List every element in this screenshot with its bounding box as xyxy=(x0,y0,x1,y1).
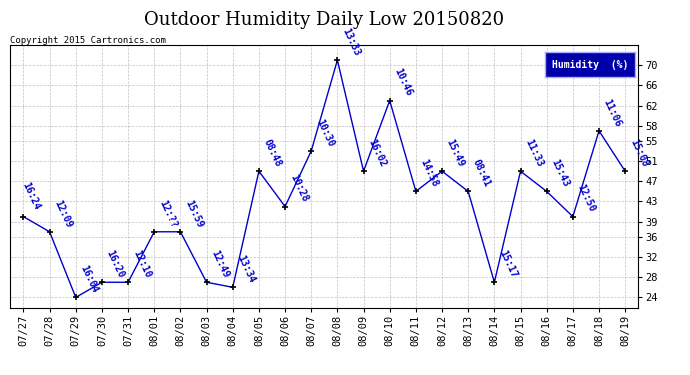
Text: 13:34: 13:34 xyxy=(235,254,257,285)
Text: Copyright 2015 Cartronics.com: Copyright 2015 Cartronics.com xyxy=(10,36,166,45)
Text: 11:33: 11:33 xyxy=(523,138,545,168)
Text: 15:59: 15:59 xyxy=(183,198,205,229)
Text: 08:48: 08:48 xyxy=(262,138,283,168)
Text: 10:46: 10:46 xyxy=(393,67,414,98)
Text: Humidity  (%): Humidity (%) xyxy=(552,60,628,70)
Text: 16:02: 16:02 xyxy=(366,138,388,168)
Text: 12:49: 12:49 xyxy=(209,249,231,279)
Text: 12:??: 12:?? xyxy=(157,198,179,229)
Text: 15:49: 15:49 xyxy=(445,138,466,168)
Text: 12:09: 12:09 xyxy=(52,198,74,229)
Text: 08:41: 08:41 xyxy=(471,158,493,189)
Text: 16:20: 16:20 xyxy=(105,249,126,279)
Text: 12:50: 12:50 xyxy=(575,183,597,214)
Text: 15:08: 15:08 xyxy=(628,138,649,168)
Text: 12:10: 12:10 xyxy=(131,249,152,279)
Text: 13:33: 13:33 xyxy=(340,27,362,57)
Text: 10:30: 10:30 xyxy=(314,117,335,148)
Text: 10:28: 10:28 xyxy=(288,173,309,204)
Text: 14:58: 14:58 xyxy=(419,158,440,189)
Text: 15:43: 15:43 xyxy=(549,158,571,189)
Text: 16:24: 16:24 xyxy=(21,180,42,211)
Text: Outdoor Humidity Daily Low 20150820: Outdoor Humidity Daily Low 20150820 xyxy=(144,11,504,29)
Text: 11:06: 11:06 xyxy=(602,97,623,128)
Text: 16:04: 16:04 xyxy=(79,264,100,295)
Text: 15:17: 15:17 xyxy=(497,249,519,279)
